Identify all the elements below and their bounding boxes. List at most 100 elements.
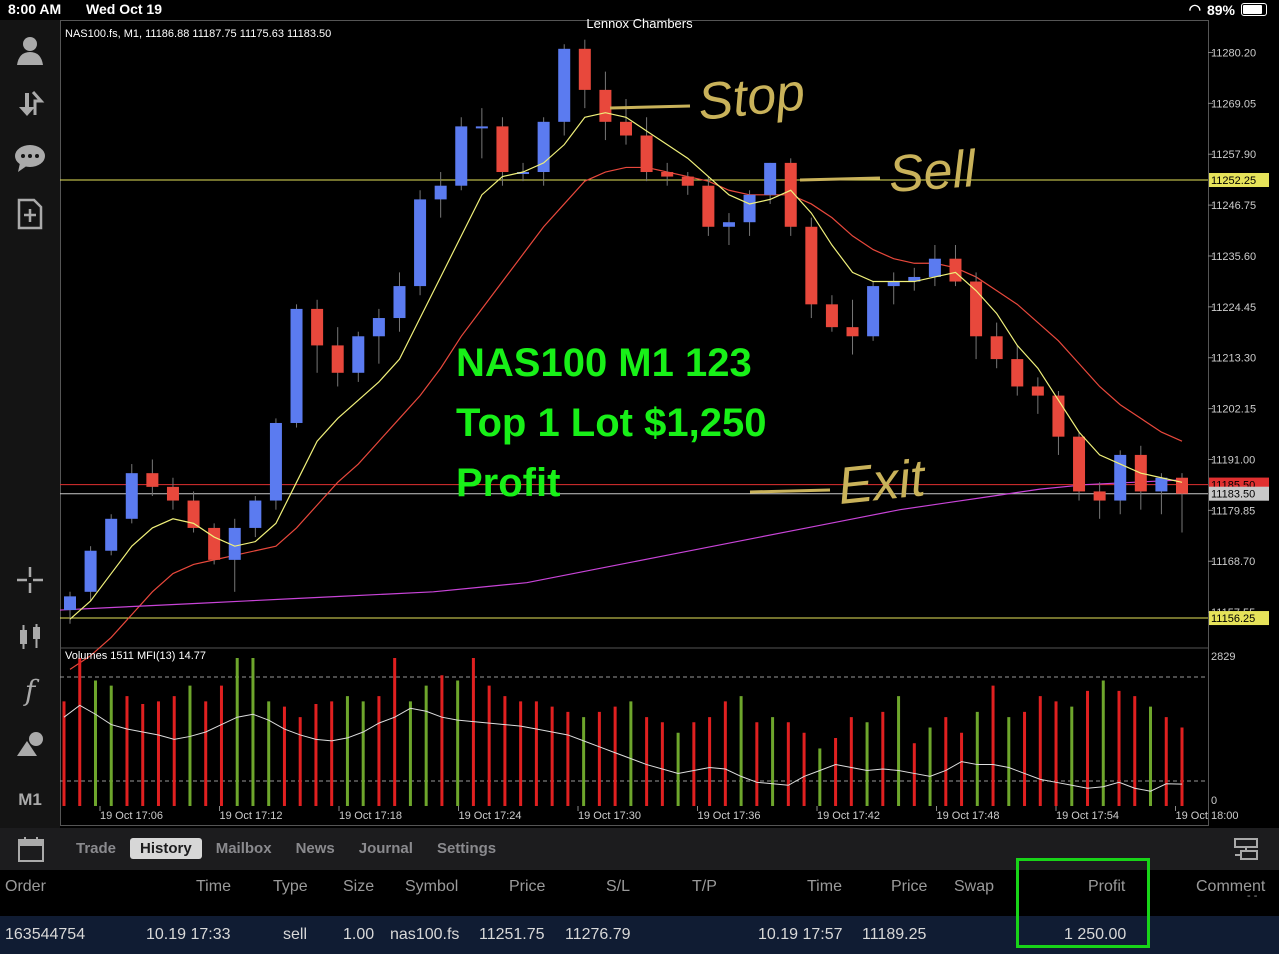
bottom-tab-bar: Trade History Mailbox News Journal Settings bbox=[0, 828, 1279, 870]
status-bar: 8:00 AM Wed Oct 19 ◠ 89% bbox=[0, 0, 1279, 20]
candle-body bbox=[290, 308, 303, 423]
function-icon[interactable]: f bbox=[24, 673, 36, 707]
y-tick-label: 11191.00 bbox=[1211, 454, 1255, 466]
candle-body bbox=[681, 176, 694, 186]
cell-size: 1.00 bbox=[343, 926, 375, 943]
candle-body bbox=[990, 336, 1003, 360]
col-profit[interactable]: Profit bbox=[1088, 878, 1126, 895]
cell-close-price: 11189.25 bbox=[862, 926, 927, 943]
candle-body bbox=[825, 304, 838, 328]
price-tag-bg bbox=[1209, 611, 1269, 626]
col-price[interactable]: Price bbox=[509, 878, 546, 895]
candle-body bbox=[1073, 436, 1086, 492]
col-tp[interactable]: T/P bbox=[692, 878, 717, 895]
col-time[interactable]: Time bbox=[196, 878, 231, 895]
cell-profit: 1 250.00 bbox=[1064, 926, 1127, 943]
y-tick-label: 11235.60 bbox=[1211, 251, 1256, 263]
candle-body bbox=[1031, 386, 1044, 396]
tab-settings[interactable]: Settings bbox=[436, 840, 497, 857]
x-tick-label: 19 Oct 17:18 bbox=[339, 810, 402, 822]
col-size[interactable]: Size bbox=[343, 878, 375, 895]
history-table: Order Time Type Size Symbol Price S/L T/… bbox=[0, 870, 1279, 954]
candle-body bbox=[372, 318, 385, 337]
candle-body bbox=[599, 89, 612, 122]
y-tick-label: 11224.45 bbox=[1211, 302, 1256, 314]
layout-icon[interactable] bbox=[1233, 836, 1259, 867]
tab-mailbox[interactable]: Mailbox bbox=[215, 840, 272, 857]
col-sl[interactable]: S/L bbox=[606, 878, 631, 895]
x-tick-label: 19 Oct 17:30 bbox=[578, 810, 641, 822]
candle-body bbox=[331, 345, 344, 373]
price-chart[interactable]: 11280.20 11269.05 11257.90 11246.75 11235.60… bbox=[59, 20, 1279, 828]
x-tick-label: 19 Oct 17:36 bbox=[698, 810, 761, 822]
comment-dash: - - bbox=[1247, 890, 1258, 902]
candle-body bbox=[414, 199, 427, 287]
candle-body bbox=[455, 126, 468, 186]
candle-body bbox=[1052, 395, 1065, 437]
col-comment[interactable]: Comment bbox=[1196, 878, 1266, 895]
candle-body bbox=[640, 135, 653, 173]
price-tag-label: 11252.25 bbox=[1211, 175, 1256, 187]
objects-icon[interactable] bbox=[10, 724, 50, 764]
calendar-icon[interactable] bbox=[18, 836, 44, 867]
trade-arrows-icon[interactable] bbox=[10, 84, 50, 124]
cell-order: 163544754 bbox=[5, 926, 86, 943]
annotation-line: Top 1 Lot $1,250 bbox=[456, 401, 766, 445]
price-tag-label: 11156.25 bbox=[1211, 613, 1255, 625]
x-tick-label: 19 Oct 17:06 bbox=[100, 810, 163, 822]
tab-history[interactable]: History bbox=[130, 838, 202, 859]
candle-body bbox=[887, 281, 900, 287]
price-tag-bg bbox=[1209, 173, 1269, 187]
candle-body bbox=[1155, 477, 1168, 492]
candle-body bbox=[620, 121, 632, 136]
candle-body bbox=[805, 226, 818, 305]
candle-body bbox=[249, 500, 262, 528]
candle-body bbox=[166, 486, 179, 501]
col-order[interactable]: Order bbox=[5, 878, 46, 895]
x-tick-label: 19 Oct 17:54 bbox=[1056, 810, 1119, 822]
col-type[interactable]: Type bbox=[273, 878, 308, 895]
table-row[interactable]: 163544754 10.19 17:33 sell 1.00 nas100.f… bbox=[0, 916, 1279, 954]
annotation-line: Profit bbox=[456, 461, 560, 505]
mfi-line bbox=[63, 704, 1183, 792]
tab-news[interactable]: News bbox=[295, 840, 335, 857]
col-symbol[interactable]: Symbol bbox=[405, 878, 459, 895]
candle-body bbox=[661, 172, 674, 177]
handwriting-stroke bbox=[609, 104, 691, 110]
battery-percent: 89% bbox=[1206, 1, 1235, 18]
annotation-line: NAS100 M1 123 bbox=[456, 341, 752, 385]
ma-fast-line bbox=[69, 112, 1183, 620]
clock: 8:00 AM bbox=[8, 1, 62, 17]
y-tick-label: 11213.30 bbox=[1211, 353, 1256, 365]
cell-open-price: 11251.75 bbox=[479, 926, 545, 943]
wifi-icon: ◠ bbox=[1188, 1, 1201, 17]
candlestick-icon[interactable] bbox=[10, 616, 50, 656]
battery-icon bbox=[1241, 3, 1267, 16]
tab-journal[interactable]: Journal bbox=[358, 840, 413, 857]
volume-max-label: 2829 bbox=[1211, 651, 1235, 663]
candle-body bbox=[352, 336, 365, 373]
volume-min-label: 0 bbox=[1211, 795, 1217, 807]
candle-body bbox=[228, 527, 241, 560]
timeframe-button[interactable]: M1 bbox=[18, 790, 42, 809]
account-icon[interactable] bbox=[10, 30, 50, 70]
candle-body bbox=[846, 327, 859, 337]
chart-area[interactable]: 11280.20 11269.05 11257.90 11246.75 11235.60… bbox=[59, 20, 1279, 828]
candle-body bbox=[434, 185, 447, 200]
chat-icon[interactable] bbox=[10, 138, 50, 178]
col-swap[interactable]: Swap bbox=[954, 878, 995, 895]
candle-body bbox=[187, 500, 200, 528]
new-order-icon[interactable] bbox=[10, 194, 50, 234]
col-close-time[interactable]: Time bbox=[807, 878, 842, 895]
col-close-price[interactable]: Price bbox=[891, 878, 928, 895]
cell-close-time: 10.19 17:57 bbox=[758, 926, 843, 943]
tab-list: Trade History Mailbox News Journal Settings bbox=[66, 838, 506, 859]
candle-body bbox=[558, 48, 571, 122]
candle-body bbox=[764, 162, 777, 195]
tab-trade[interactable]: Trade bbox=[76, 840, 117, 857]
price-tag-bg bbox=[1209, 486, 1269, 501]
candle-body bbox=[496, 126, 509, 173]
cell-sl: 11276.79 bbox=[565, 926, 631, 943]
candle-body bbox=[146, 473, 159, 487]
crosshair-icon[interactable] bbox=[10, 560, 50, 600]
